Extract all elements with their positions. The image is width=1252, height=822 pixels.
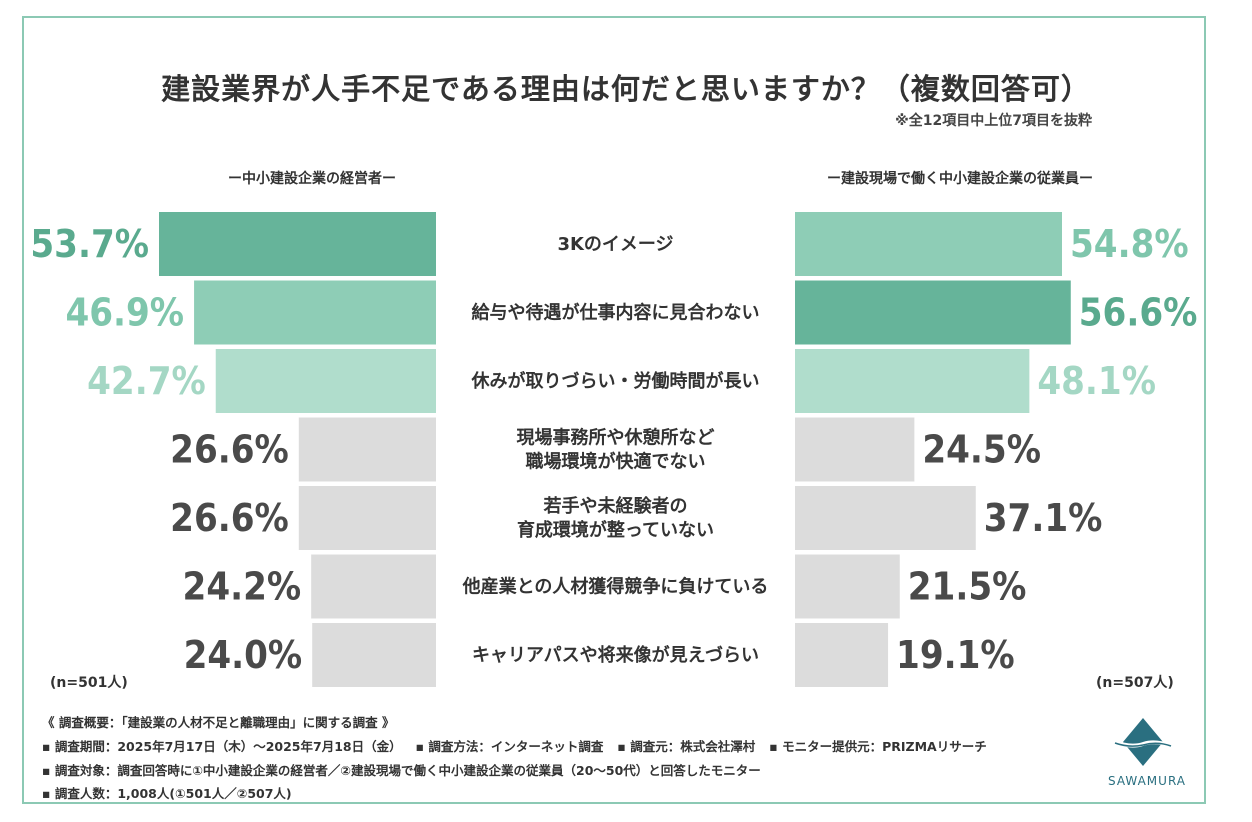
- right-value-label-7: 19.1%: [896, 633, 1015, 677]
- category-label-4-line-1: 現場事務所や休憩所など: [517, 427, 715, 449]
- footer-method: ▪ 調査方法：インターネット調査: [415, 739, 604, 754]
- category-label-5-line-2: 育成環境が整っていない: [517, 519, 714, 541]
- left-value-label-2: 46.9%: [65, 291, 184, 335]
- right-value-label-2: 56.6%: [1079, 291, 1198, 335]
- left-bar-5: [298, 486, 436, 550]
- left-bar-3: [215, 349, 436, 413]
- right-bar-6: [795, 554, 900, 619]
- right-bar-4: [795, 417, 915, 482]
- category-label-2: 給与や待遇が仕事内容に見合わない: [472, 302, 760, 324]
- footer-source: ▪ 調査元：株式会社澤村: [617, 739, 756, 754]
- left-sample-size: (n=501人): [50, 675, 128, 691]
- footer-monitor: ▪ モニター提供元：PRIZMAリサーチ: [769, 739, 987, 754]
- sawamura-logo: SAWAMURA: [1108, 716, 1187, 788]
- left-value-label-7: 24.0%: [184, 633, 303, 677]
- sawamura-logo-icon: [1114, 718, 1172, 766]
- footer-count: ▪ 調査人数：1,008人(①501人／②507人): [42, 786, 292, 801]
- right-sample-size: (n=507人): [1096, 675, 1174, 691]
- right-bar-1: [795, 212, 1062, 276]
- category-label-7: キャリアパスや将来像が見えづらい: [472, 644, 759, 666]
- left-bar-1: [159, 212, 436, 276]
- footer-line-1: ▪ 調査期間：2025年7月17日（木）〜2025年7月18日（金） ▪ 調査方法…: [42, 736, 987, 755]
- right-value-label-5: 37.1%: [984, 496, 1103, 540]
- right-bar-5: [795, 486, 976, 550]
- category-label-4-line-2: 職場環境が快適でない: [526, 451, 706, 473]
- left-bar-4: [298, 417, 436, 482]
- left-value-label-6: 24.2%: [183, 565, 302, 609]
- category-label-3: 休みが取りづらい・労働時間が長い: [471, 370, 760, 392]
- right-bar-2: [795, 280, 1071, 345]
- left-bar-7: [312, 623, 436, 687]
- right-value-label-1: 54.8%: [1070, 222, 1189, 266]
- left-value-label-3: 42.7%: [87, 359, 206, 403]
- left-value-label-5: 26.6%: [170, 496, 289, 540]
- footer-period: ▪ 調査期間：2025年7月17日（木）〜2025年7月18日（金）: [42, 739, 402, 754]
- right-value-label-4: 24.5%: [922, 428, 1041, 472]
- category-label-6: 他産業との人材獲得競争に負けている: [462, 576, 769, 598]
- right-value-label-3: 48.1%: [1037, 359, 1156, 403]
- footer-summary: 《 調査概要：「建設業の人材不足と離職理由」に関する調査 》: [42, 715, 395, 730]
- left-group-label: ー中小建設企業の経営者ー: [228, 171, 396, 187]
- chart-note: ※全12項目中上位7項目を抜粋: [895, 113, 1092, 129]
- logo-text: SAWAMURA: [1108, 774, 1187, 788]
- right-value-label-6: 21.5%: [908, 565, 1027, 609]
- right-bar-7: [795, 623, 889, 687]
- category-label-1: 3Kのイメージ: [557, 234, 673, 255]
- right-bar-3: [795, 349, 1030, 413]
- footer-target: ▪ 調査対象：調査回答時に①中小建設企業の経営者／②建設現場で働く中小建設企業の…: [42, 763, 761, 778]
- left-value-label-1: 53.7%: [30, 222, 149, 266]
- right-group-label: ー建設現場で働く中小建設企業の従業員ー: [827, 171, 1093, 187]
- left-bar-2: [194, 280, 436, 345]
- left-bar-6: [311, 554, 436, 619]
- chart-title: 建設業界が人手不足である理由は何だと思いますか？（複数回答可）: [161, 72, 1091, 106]
- left-value-label-4: 26.6%: [170, 428, 289, 472]
- category-label-5-line-1: 若手や未経験者の: [543, 495, 688, 517]
